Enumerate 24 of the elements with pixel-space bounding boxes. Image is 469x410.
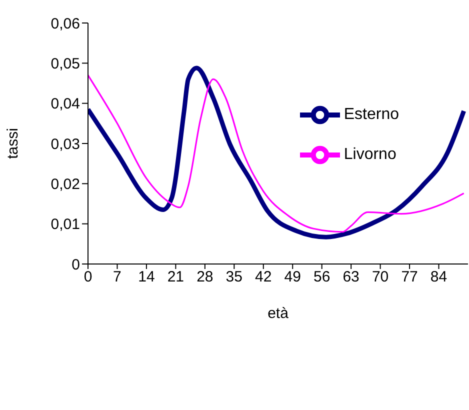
x-tick-label: 0 [84,268,92,286]
x-axis-title: età [268,305,290,322]
y-tick-label: 0,02 [50,176,80,193]
x-tick-label: 56 [314,268,330,286]
x-tick-label: 35 [226,268,242,286]
y-tick-label: 0,03 [50,136,80,153]
x-tick-label: 84 [430,268,448,286]
x-tick-label: 77 [401,268,418,286]
y-tick-label: 0,04 [50,96,80,113]
y-tick-label: 0 [72,256,80,274]
x-tick-label: 63 [342,268,360,286]
x-tick-label: 42 [255,268,272,286]
y-tick-label: 0,01 [50,216,80,234]
y-axis-title: tassi [4,128,22,159]
y-tick-label: 0,06 [50,15,80,32]
x-tick-label: 21 [167,268,184,286]
legend-label: Esterno [344,106,399,124]
x-tick-label: 49 [284,268,301,286]
y-tick-label: 0,05 [50,55,80,72]
x-tick-label: 14 [138,268,155,286]
x-tick-label: 7 [113,268,122,286]
x-tick-label: 28 [196,268,214,286]
legend-label: Livorno [344,146,396,164]
x-tick-label: 70 [372,268,389,286]
